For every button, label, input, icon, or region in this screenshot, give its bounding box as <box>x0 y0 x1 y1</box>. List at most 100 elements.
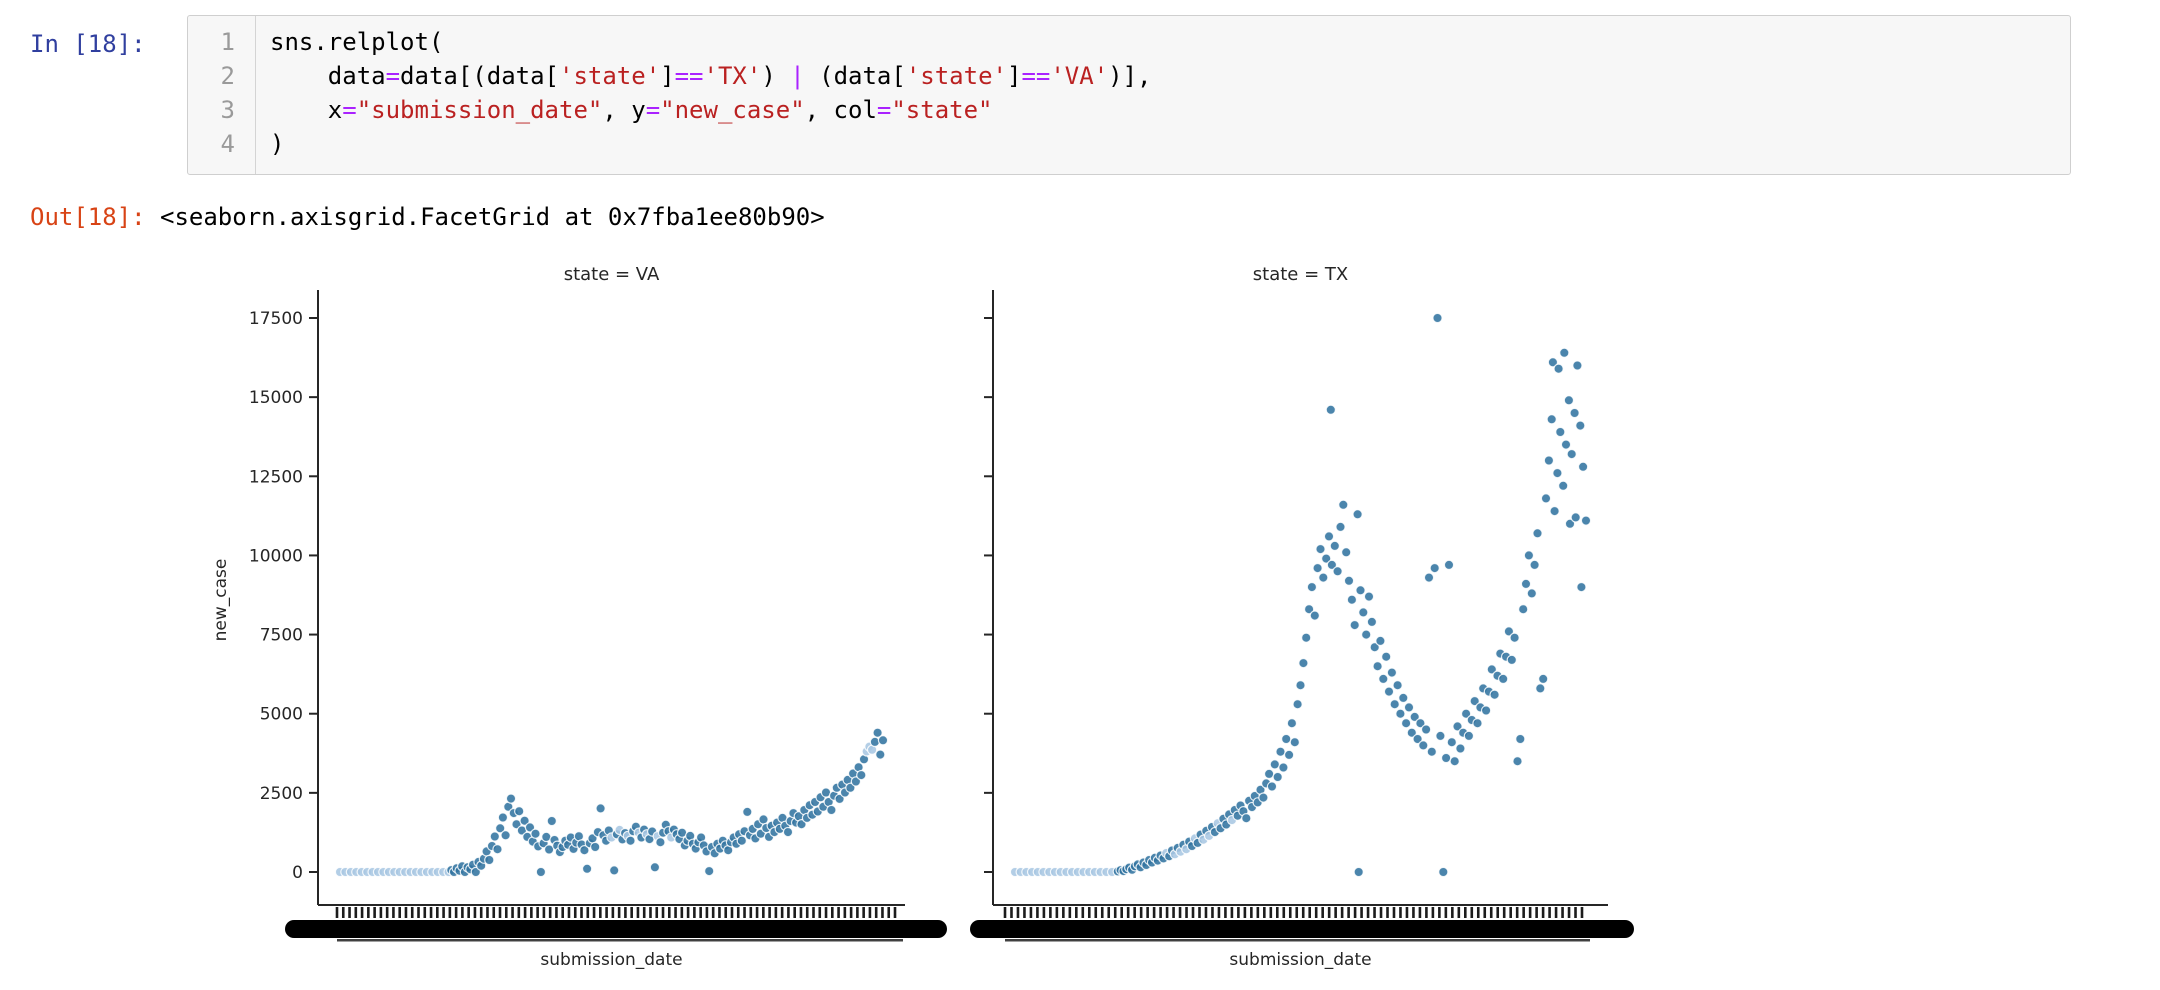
scatter-point <box>742 806 753 818</box>
scatter-point <box>1300 632 1312 643</box>
scatter-point <box>495 823 506 834</box>
scatter-point <box>1577 461 1589 472</box>
output-repr: <seaborn.axisgrid.FacetGrid at 0x7fba1ee… <box>160 203 825 231</box>
scatter-point <box>1395 708 1406 719</box>
scatter-point <box>649 862 661 873</box>
scatter-point <box>1532 528 1543 539</box>
scatter-point <box>1438 866 1449 878</box>
scatter-point <box>1443 559 1455 571</box>
scatter-point <box>609 865 620 876</box>
scatter-point <box>1378 673 1389 685</box>
scatter-point <box>1309 610 1321 621</box>
scatter-point <box>856 769 867 781</box>
scatter-point <box>1418 740 1429 751</box>
scatter-point <box>1298 657 1309 669</box>
scatter-point <box>1460 708 1472 719</box>
scatter-point <box>1503 626 1515 637</box>
scatter-point <box>1312 562 1323 574</box>
y-tick-label: 10000 <box>249 546 303 566</box>
scatter-point <box>1515 733 1526 745</box>
scatter-point <box>1506 654 1518 666</box>
scatter-point <box>505 793 517 804</box>
scatter-point <box>1412 733 1423 745</box>
scatter-point <box>736 835 748 846</box>
scatter-point <box>1570 512 1581 523</box>
scatter-point <box>489 831 500 842</box>
scatter-points <box>1009 312 1592 878</box>
scatter-point <box>1295 680 1306 691</box>
scatter-point <box>1537 673 1549 685</box>
scatter-point <box>1497 673 1509 685</box>
scatter-point <box>1326 559 1338 571</box>
scatter-point <box>1432 312 1443 324</box>
y-tick-label: 5000 <box>260 705 303 725</box>
scatter-point <box>1338 499 1349 510</box>
facet-va: state = VA 0 2500 5000 7500 10000 12500 15000 17… <box>249 264 947 970</box>
scatter-point <box>1355 585 1366 596</box>
scatter-point <box>1340 547 1352 558</box>
line-number: 1 <box>220 28 235 56</box>
scatter-point <box>1449 756 1460 767</box>
scatter-point <box>1509 632 1520 643</box>
code-line: ) <box>270 130 285 158</box>
scatter-point <box>1380 651 1392 662</box>
scatter-point <box>1315 543 1326 555</box>
scatter-point <box>1546 414 1557 425</box>
scatter-point <box>1320 553 1332 564</box>
line-number: 4 <box>220 130 235 158</box>
scatter-point <box>1392 680 1403 691</box>
output-prompt: Out[18]: <box>30 203 146 231</box>
scatter-point <box>1486 664 1498 675</box>
scatter-point <box>1560 439 1572 450</box>
scatter-point <box>782 826 794 838</box>
scatter-point <box>484 854 495 866</box>
scatter-point <box>1557 480 1569 491</box>
scatter-point <box>579 845 590 856</box>
scatter-point <box>1325 404 1337 415</box>
code-content[interactable]: sns.relplot( data=data[(data['state']=='… <box>257 16 2070 161</box>
scatter-point <box>1398 692 1409 704</box>
scatter-point <box>1329 540 1341 552</box>
facet-title: state = VA <box>564 264 660 285</box>
x-tick-band <box>1003 907 1584 918</box>
scatter-point <box>1555 426 1566 438</box>
scatter-point <box>655 837 666 848</box>
scatter-point <box>1429 562 1440 574</box>
scatter-point <box>497 812 509 823</box>
scatter-point <box>1403 702 1415 713</box>
scatter-point <box>1463 730 1475 742</box>
scatter-point <box>1472 718 1483 729</box>
scatter-point <box>1520 578 1532 590</box>
code-line: data=data[(data['state']=='TX') | (data[… <box>270 62 1152 90</box>
scatter-point <box>1547 357 1559 368</box>
scatter-point <box>595 803 606 814</box>
scatter-point <box>1553 363 1564 374</box>
scatter-point <box>1489 689 1500 700</box>
scatter-point <box>1323 531 1335 542</box>
scatter-point <box>1346 594 1358 605</box>
scatter-point <box>1280 733 1292 745</box>
scatter-point <box>1420 724 1432 735</box>
x-tick-band <box>335 907 897 918</box>
scatter-point <box>590 841 601 853</box>
scatter-point <box>1535 683 1546 694</box>
scatter-point <box>1353 866 1364 878</box>
scatter-point <box>1423 572 1435 583</box>
scatter-point <box>1375 635 1386 647</box>
scatter-point <box>1543 455 1555 466</box>
x-tick-labels-overlap-bar <box>285 920 947 938</box>
scatter-point <box>492 844 503 855</box>
scatter-point <box>1335 521 1346 533</box>
scatter-point <box>1303 604 1315 615</box>
y-axis-label: new_case <box>211 559 231 642</box>
scatter-point <box>1564 518 1576 529</box>
code-cell-editor[interactable]: 1 2 3 4 sns.relplot( data=data[(data['state… <box>187 15 2071 175</box>
scatter-point <box>1241 813 1252 824</box>
y-tick-label: 2500 <box>260 784 303 804</box>
scatter-point <box>1440 752 1452 764</box>
scatter-point <box>1426 746 1438 757</box>
scatter-point <box>1269 759 1281 770</box>
y-tick-label: 15000 <box>249 388 303 408</box>
scatter-point <box>1343 575 1355 586</box>
scatter-point <box>535 866 547 878</box>
